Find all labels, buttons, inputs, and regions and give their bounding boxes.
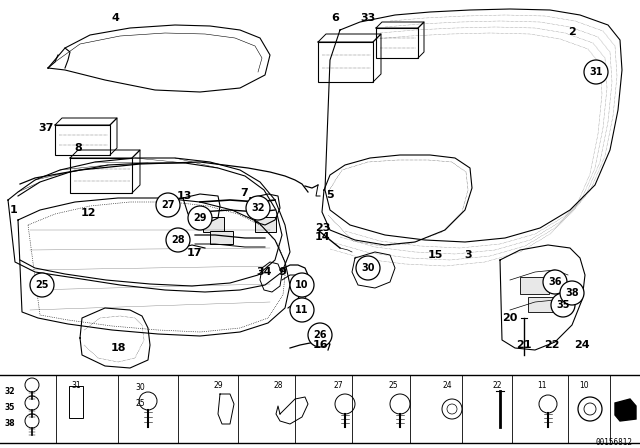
Circle shape [290, 273, 314, 297]
Circle shape [30, 273, 54, 297]
Text: 36: 36 [548, 277, 562, 287]
Text: 25: 25 [135, 399, 145, 408]
Text: 9: 9 [278, 267, 286, 277]
Circle shape [308, 323, 332, 347]
Text: 31: 31 [71, 381, 81, 390]
Circle shape [290, 298, 314, 322]
Text: 00156812: 00156812 [595, 438, 632, 447]
Text: 28: 28 [273, 381, 283, 390]
Text: 20: 20 [502, 313, 518, 323]
Text: 28: 28 [171, 235, 185, 245]
Text: 22: 22 [492, 381, 502, 390]
Text: 6: 6 [331, 13, 339, 23]
Circle shape [166, 228, 190, 252]
Text: 37: 37 [38, 123, 54, 133]
Circle shape [156, 193, 180, 217]
Text: 32: 32 [252, 203, 265, 213]
Text: 3: 3 [464, 250, 472, 260]
Text: 29: 29 [193, 213, 207, 223]
Text: 11: 11 [295, 305, 308, 315]
Text: 31: 31 [589, 67, 603, 77]
Text: 16: 16 [312, 340, 328, 350]
Text: 22: 22 [544, 340, 560, 350]
Text: 38: 38 [5, 419, 15, 428]
Text: 18: 18 [110, 343, 125, 353]
Text: 32: 32 [5, 387, 15, 396]
Circle shape [543, 270, 567, 294]
Text: 14: 14 [315, 232, 331, 242]
Text: 27: 27 [161, 200, 175, 210]
FancyBboxPatch shape [209, 232, 232, 245]
FancyBboxPatch shape [70, 158, 132, 193]
Circle shape [246, 196, 270, 220]
Text: 30: 30 [135, 383, 145, 392]
Text: 10: 10 [579, 381, 589, 390]
Text: 38: 38 [565, 288, 579, 298]
Text: 12: 12 [80, 208, 96, 218]
Circle shape [356, 256, 380, 280]
Circle shape [188, 206, 212, 230]
Text: 35: 35 [556, 300, 570, 310]
Circle shape [551, 293, 575, 317]
FancyBboxPatch shape [202, 217, 223, 233]
FancyBboxPatch shape [520, 277, 548, 294]
Text: 5: 5 [326, 190, 334, 200]
Text: 23: 23 [316, 223, 331, 233]
Text: 29: 29 [213, 381, 223, 390]
Text: 15: 15 [428, 250, 443, 260]
Text: 8: 8 [74, 143, 82, 153]
Text: 27: 27 [333, 381, 343, 390]
Text: 7: 7 [240, 188, 248, 198]
Text: 35: 35 [5, 403, 15, 412]
FancyBboxPatch shape [376, 28, 418, 58]
Polygon shape [615, 399, 636, 421]
Text: 25: 25 [388, 381, 398, 390]
Text: 21: 21 [516, 340, 532, 350]
Text: 13: 13 [176, 191, 192, 201]
FancyBboxPatch shape [69, 386, 83, 418]
Circle shape [584, 60, 608, 84]
Text: 2: 2 [568, 27, 576, 37]
FancyBboxPatch shape [55, 125, 110, 155]
Text: 26: 26 [313, 330, 327, 340]
FancyBboxPatch shape [255, 217, 275, 233]
FancyBboxPatch shape [318, 42, 373, 82]
Text: 25: 25 [35, 280, 49, 290]
Text: 24: 24 [442, 381, 452, 390]
Text: 4: 4 [111, 13, 119, 23]
Text: 17: 17 [186, 248, 202, 258]
FancyBboxPatch shape [527, 297, 552, 313]
Text: 24: 24 [574, 340, 590, 350]
Text: 34: 34 [256, 267, 272, 277]
Text: 11: 11 [537, 381, 547, 390]
Text: 1: 1 [10, 205, 18, 215]
Text: 30: 30 [361, 263, 375, 273]
Text: 33: 33 [360, 13, 376, 23]
Text: 10: 10 [295, 280, 308, 290]
Circle shape [560, 281, 584, 305]
